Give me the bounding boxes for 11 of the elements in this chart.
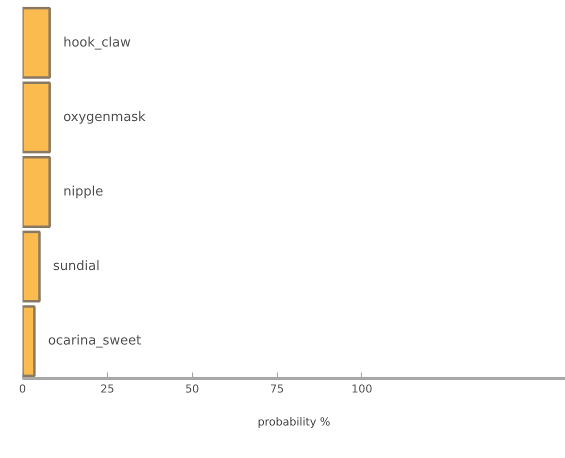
x-tick-label: 0 [19,382,26,396]
y-tick-label: nipple [63,184,104,200]
x-tick-label: 75 [270,382,284,396]
x-tick-label: 25 [100,382,114,396]
x-tick-label: 50 [185,382,200,396]
y-tick-label: sundial [53,259,100,274]
x-tick-label: 100 [351,382,372,396]
y-tick-label: ocarina_sweet [48,334,142,349]
x-axis-title: probability % [258,416,330,428]
y-tick-label: oxygenmask [63,110,146,125]
y-tick-label: hook_claw [63,35,132,50]
